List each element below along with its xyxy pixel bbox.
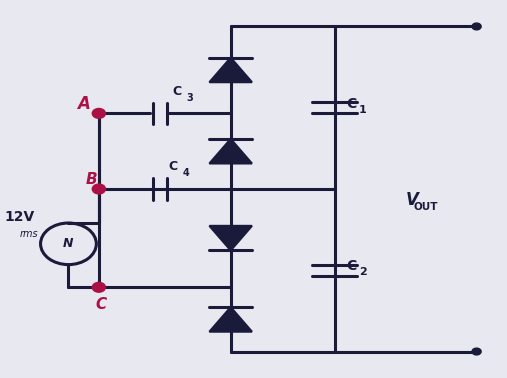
Text: OUT: OUT xyxy=(413,202,438,212)
Text: 2: 2 xyxy=(359,267,367,277)
Text: 4: 4 xyxy=(183,169,190,178)
Text: C: C xyxy=(169,160,178,173)
Text: V: V xyxy=(406,191,418,209)
Text: 12V: 12V xyxy=(4,210,34,225)
Text: A: A xyxy=(77,95,90,113)
Polygon shape xyxy=(209,139,252,163)
Circle shape xyxy=(472,348,481,355)
Polygon shape xyxy=(209,226,252,251)
Polygon shape xyxy=(209,58,252,82)
Text: 1: 1 xyxy=(359,105,367,115)
Text: B: B xyxy=(86,172,97,187)
Circle shape xyxy=(92,184,105,194)
Circle shape xyxy=(92,282,105,292)
Text: 3: 3 xyxy=(187,93,193,103)
Text: C: C xyxy=(346,259,356,274)
Polygon shape xyxy=(209,307,252,332)
Text: rms: rms xyxy=(19,229,38,239)
Text: C: C xyxy=(96,297,107,312)
Text: C: C xyxy=(172,85,182,98)
Text: C: C xyxy=(346,97,356,111)
Text: N: N xyxy=(63,237,74,250)
Circle shape xyxy=(92,108,105,118)
Circle shape xyxy=(472,23,481,30)
